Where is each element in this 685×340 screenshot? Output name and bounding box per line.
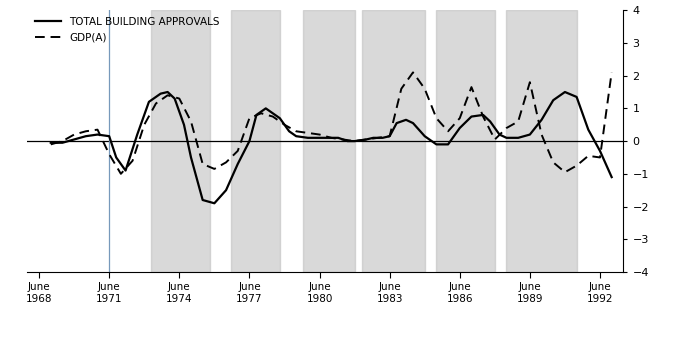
- Bar: [231, 10, 279, 272]
- Bar: [436, 10, 495, 272]
- Legend: TOTAL BUILDING APPROVALS, GDP(A): TOTAL BUILDING APPROVALS, GDP(A): [30, 13, 223, 46]
- Bar: [506, 10, 577, 272]
- Bar: [151, 10, 210, 272]
- Bar: [362, 10, 425, 272]
- Bar: [303, 10, 355, 272]
